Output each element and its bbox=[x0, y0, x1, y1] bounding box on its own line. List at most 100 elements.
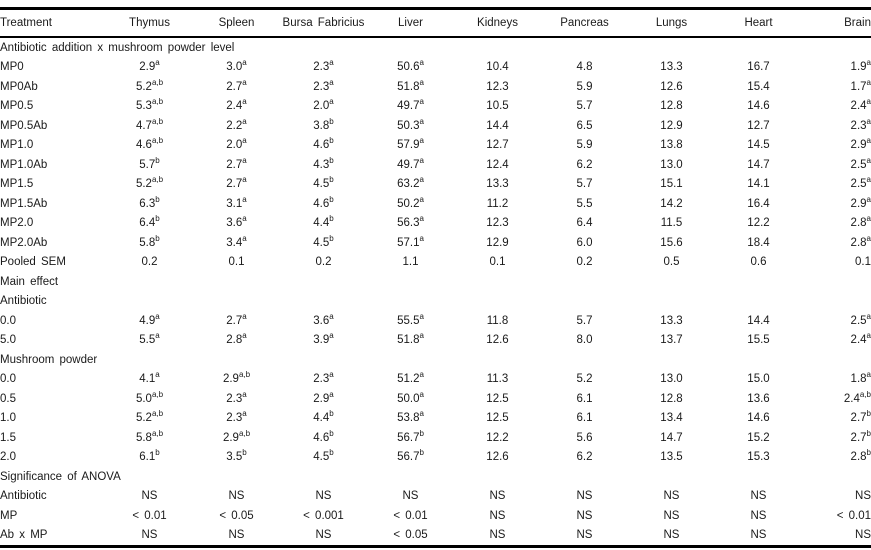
cell: 14.7 bbox=[660, 431, 683, 444]
cell: 14.7 bbox=[747, 158, 770, 171]
cell: 6.4 bbox=[576, 217, 593, 230]
cell: 5.8b bbox=[139, 233, 160, 249]
significance-superscript: a bbox=[866, 136, 871, 146]
row-label: MP0.5Ab bbox=[0, 119, 48, 132]
cell: 4.6a,b bbox=[135, 136, 164, 152]
column-header: Bursa Fabricius bbox=[280, 8, 367, 38]
significance-superscript: a bbox=[242, 194, 247, 204]
cell: 4.3b bbox=[313, 155, 334, 171]
cell: 50.3a bbox=[397, 116, 424, 132]
cell: 4.6b bbox=[313, 428, 334, 444]
significance-superscript: a bbox=[866, 58, 871, 68]
significance-superscript: a bbox=[419, 233, 424, 243]
cell: 0.1 bbox=[855, 256, 871, 269]
significance-superscript: a,b bbox=[151, 116, 164, 126]
table-row: MP1.5Ab 6.3b 3.1a 4.6b 50.2a 11.2 5.5 14.2 16.4 2… bbox=[0, 194, 871, 214]
cell: 53.8a bbox=[397, 409, 424, 425]
significance-superscript: a bbox=[419, 194, 424, 204]
cell: 6.5 bbox=[576, 119, 593, 132]
significance-superscript: a bbox=[419, 389, 424, 399]
significance-superscript: a,b bbox=[151, 136, 164, 146]
cell: 49.7a bbox=[397, 155, 424, 171]
cell: 15.3 bbox=[747, 451, 770, 464]
column-header: Heart bbox=[715, 8, 802, 38]
cell: 12.6 bbox=[486, 334, 509, 347]
cell: 2.3a bbox=[313, 58, 334, 74]
cell: 2.8b bbox=[850, 448, 871, 464]
section-label: Significance of ANOVA bbox=[0, 470, 121, 483]
cell: 11.2 bbox=[486, 197, 509, 210]
cell: 1.9a bbox=[850, 58, 871, 74]
cell: 1.1 bbox=[402, 256, 419, 269]
cell: 2.5a bbox=[850, 155, 871, 171]
cell: 2.9a bbox=[313, 389, 334, 405]
significance-superscript: a bbox=[866, 233, 871, 243]
table-row: MP0Ab 5.2a,b 2.7a 2.3a 51.8a 12.3 5.9 12.6 15.4 1… bbox=[0, 77, 871, 97]
section-row: Mushroom powder bbox=[0, 350, 871, 370]
significance-superscript: b bbox=[329, 194, 334, 204]
cell: 63.2a bbox=[397, 175, 424, 191]
cell: 50.2a bbox=[397, 194, 424, 210]
cell: 6.3b bbox=[139, 194, 160, 210]
significance-superscript: a bbox=[242, 331, 247, 341]
significance-superscript: a bbox=[329, 58, 334, 68]
cell: 2.7a bbox=[226, 77, 247, 93]
significance-superscript: a bbox=[329, 97, 334, 107]
cell: NS bbox=[576, 529, 593, 542]
row-label: 0.0 bbox=[0, 373, 16, 386]
row-label: MP1.0 bbox=[0, 139, 34, 152]
cell: NS bbox=[489, 490, 506, 503]
cell: 13.5 bbox=[660, 451, 683, 464]
significance-superscript: a bbox=[419, 116, 424, 126]
cell: 56.7b bbox=[397, 428, 424, 444]
cell: < 0.01 bbox=[393, 509, 428, 522]
table-row: MP0.5 5.3a,b 2.4a 2.0a 49.7a 10.5 5.7 12.8 14.6 2… bbox=[0, 97, 871, 117]
significance-superscript: a bbox=[242, 116, 247, 126]
row-label: 5.0 bbox=[0, 334, 16, 347]
table-body: Antibiotic addition x mushroom powder le… bbox=[0, 37, 871, 547]
cell: NS bbox=[489, 529, 506, 542]
cell: 12.6 bbox=[660, 80, 683, 93]
cell: 6.2 bbox=[576, 158, 593, 171]
significance-superscript: a bbox=[242, 214, 247, 224]
cell: 3.0a bbox=[226, 58, 247, 74]
cell: NS bbox=[315, 490, 332, 503]
column-header: Spleen bbox=[193, 8, 280, 38]
significance-superscript: b bbox=[329, 428, 334, 438]
cell: 16.4 bbox=[747, 197, 770, 210]
cell: 2.2a bbox=[226, 116, 247, 132]
cell: 14.6 bbox=[747, 412, 770, 425]
significance-superscript: a bbox=[419, 175, 424, 185]
table-row: MP0.5Ab 4.7a,b 2.2a 3.8b 50.3a 14.4 6.5 12.9 12.… bbox=[0, 116, 871, 136]
cell: < 0.001 bbox=[303, 509, 344, 522]
cell: 12.6 bbox=[486, 451, 509, 464]
cell: 3.5b bbox=[226, 448, 247, 464]
section-label: Main effect bbox=[0, 275, 59, 288]
cell: 10.5 bbox=[486, 100, 509, 113]
cell: 2.9a,b bbox=[222, 428, 251, 444]
significance-superscript: a bbox=[242, 136, 247, 146]
cell: 16.7 bbox=[747, 61, 770, 74]
cell: 51.2a bbox=[397, 370, 424, 386]
cell: 13.4 bbox=[660, 412, 683, 425]
significance-superscript: a bbox=[866, 194, 871, 204]
significance-superscript: a,b bbox=[151, 97, 164, 107]
significance-superscript: b bbox=[329, 175, 334, 185]
cell: 12.7 bbox=[747, 119, 770, 132]
significance-superscript: b bbox=[419, 448, 424, 458]
table-row: 0.0 4.9a 2.7a 3.6a 55.5a 11.8 5.7 13.3 14.4 2.5a bbox=[0, 311, 871, 331]
significance-superscript: a,b bbox=[238, 370, 251, 380]
significance-superscript: a bbox=[155, 370, 160, 380]
significance-superscript: b bbox=[155, 194, 160, 204]
cell: 12.5 bbox=[486, 392, 509, 405]
significance-superscript: a bbox=[419, 311, 424, 321]
cell: 2.9a,b bbox=[222, 370, 251, 386]
row-label: 1.5 bbox=[0, 431, 16, 444]
cell: 11.5 bbox=[660, 217, 683, 230]
cell: 12.9 bbox=[486, 236, 509, 249]
cell: 51.8a bbox=[397, 77, 424, 93]
significance-superscript: b bbox=[866, 448, 871, 458]
cell: 5.2a,b bbox=[135, 77, 164, 93]
cell: 2.7a bbox=[226, 311, 247, 327]
significance-superscript: a,b bbox=[151, 175, 164, 185]
